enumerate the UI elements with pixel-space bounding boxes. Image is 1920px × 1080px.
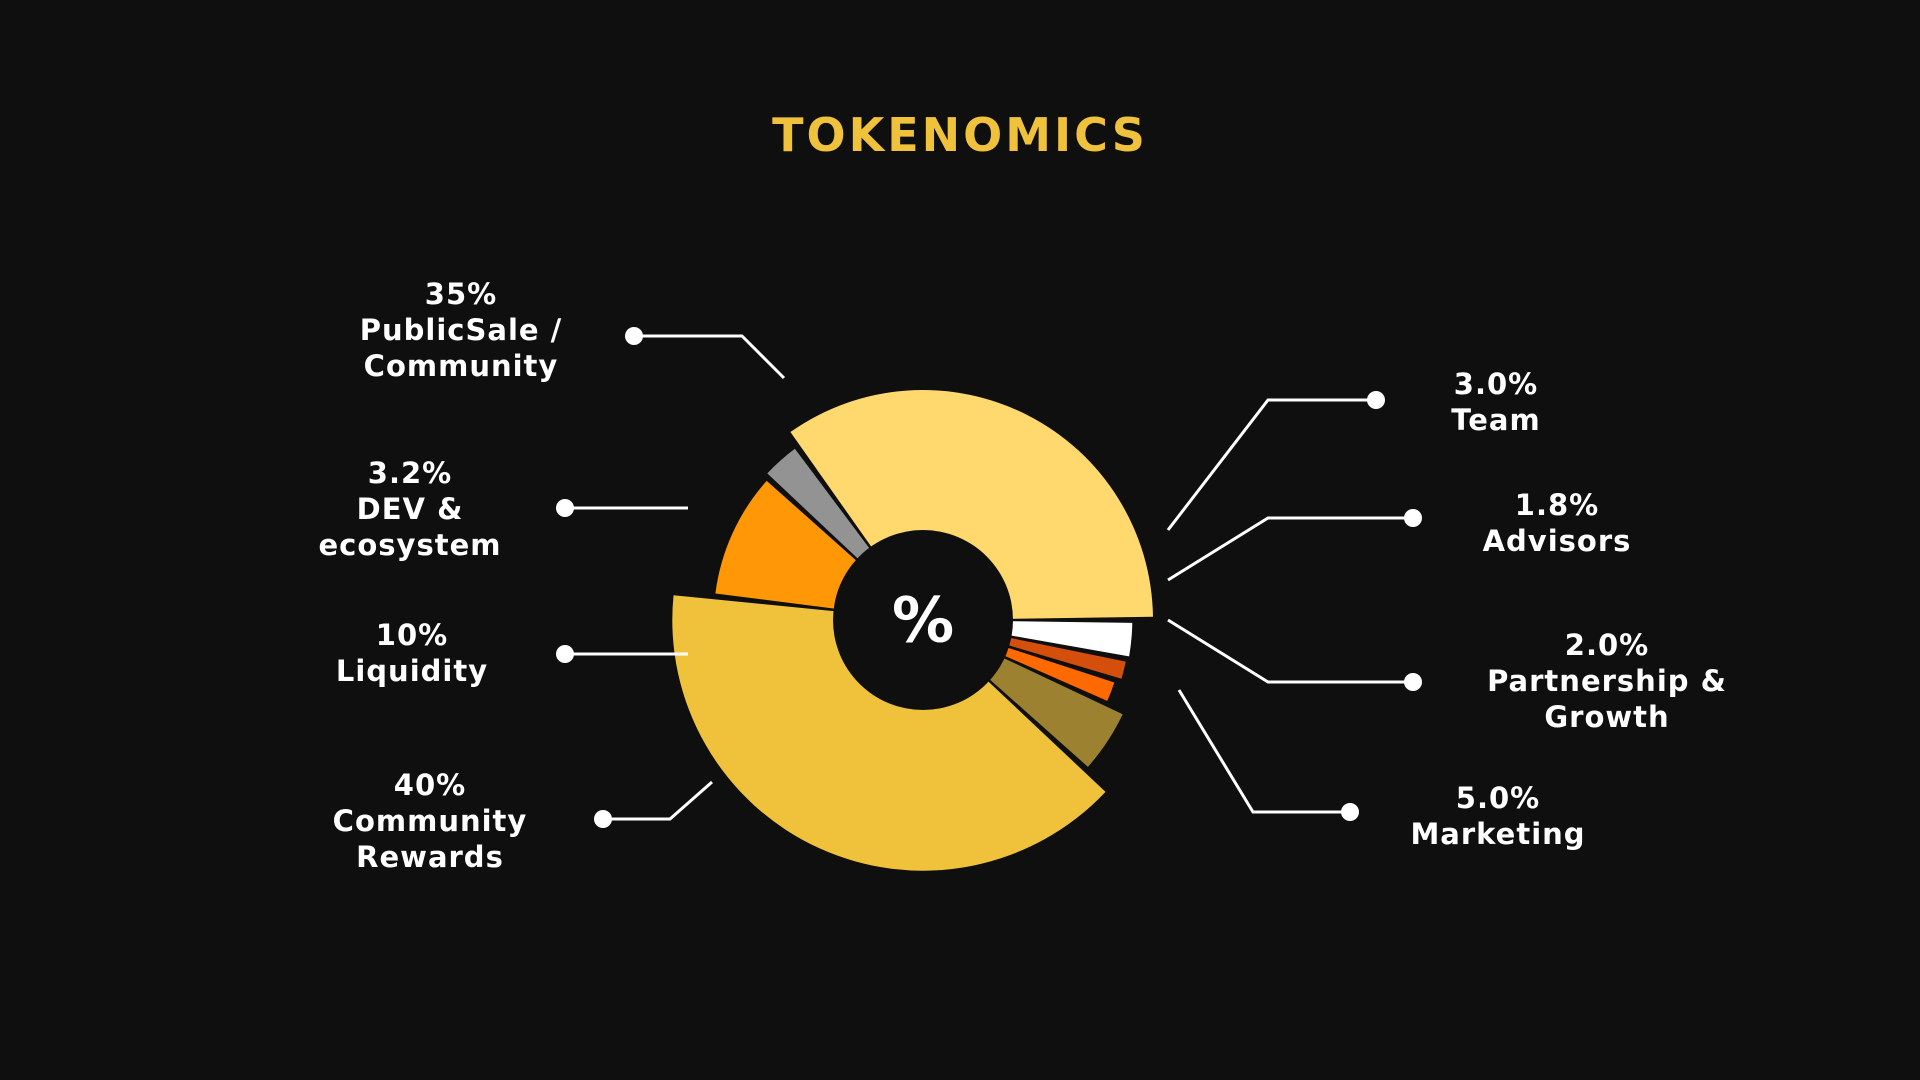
callout-label-partnership-1: Growth xyxy=(1544,700,1670,734)
callout-advisors: 1.8% Advisors xyxy=(1483,487,1632,559)
callout-label-community-rewards-0: Community xyxy=(332,804,528,838)
callout-percent-advisors: 1.8% xyxy=(1514,488,1600,522)
callout-label-community-rewards-1: Rewards xyxy=(356,840,504,874)
callout-public-sale: 35% PublicSale / Community xyxy=(360,276,562,384)
leader-dot-partnership xyxy=(1404,673,1422,691)
leader-dot-community-rewards xyxy=(594,810,612,828)
callout-marketing: 5.0% Marketing xyxy=(1410,780,1585,852)
callout-percent-marketing: 5.0% xyxy=(1455,781,1541,815)
callout-percent-dev-ecosystem: 3.2% xyxy=(367,456,453,490)
leader-dot-liquidity xyxy=(556,645,574,663)
leader-line-public-sale xyxy=(634,334,786,380)
leader-dot-team xyxy=(1367,391,1385,409)
callout-label-dev-ecosystem-1: ecosystem xyxy=(318,528,502,562)
callout-team: 3.0% Team xyxy=(1451,366,1540,438)
pie-slice-public-sale xyxy=(790,390,1153,620)
page-title: TOKENOMICS xyxy=(772,108,1148,162)
center-percent-label: % xyxy=(891,583,955,657)
callout-label-liquidity-0: Liquidity xyxy=(335,654,489,688)
callout-dev-ecosystem: 3.2% DEV & ecosystem xyxy=(319,455,502,563)
callout-label-team-0: Team xyxy=(1451,403,1541,437)
leader-line-community-rewards xyxy=(603,780,713,821)
leader-dot-marketing xyxy=(1341,803,1359,821)
callout-label-public-sale-1: Community xyxy=(363,349,559,383)
callout-percent-team: 3.0% xyxy=(1453,367,1539,401)
leader-line-partnership xyxy=(1167,618,1413,684)
center-hole xyxy=(833,530,1013,710)
callout-percent-public-sale: 35% xyxy=(424,277,498,311)
leader-line-advisors xyxy=(1167,516,1413,582)
callout-community-rewards: 40% Community Rewards xyxy=(333,767,528,875)
leader-dot-public-sale xyxy=(625,327,643,345)
pie-slice-community-rewards xyxy=(672,595,1106,871)
leader-line-team xyxy=(1166,398,1376,531)
callout-percent-community-rewards: 40% xyxy=(393,768,467,802)
callout-label-dev-ecosystem-0: DEV & xyxy=(356,492,464,526)
callout-liquidity: 10% Liquidity xyxy=(336,617,488,689)
callout-label-advisors-0: Advisors xyxy=(1482,524,1632,558)
callout-label-partnership-0: Partnership & xyxy=(1487,664,1727,698)
callout-label-marketing-0: Marketing xyxy=(1410,817,1586,851)
callout-percent-liquidity: 10% xyxy=(375,618,449,652)
leader-dot-dev-ecosystem xyxy=(556,499,574,517)
leader-dot-advisors xyxy=(1404,509,1422,527)
callout-percent-partnership: 2.0% xyxy=(1564,628,1650,662)
leader-line-marketing xyxy=(1177,689,1350,814)
callout-partnership: 2.0% Partnership & Growth xyxy=(1487,627,1727,735)
callout-label-public-sale-0: PublicSale / xyxy=(359,313,563,347)
